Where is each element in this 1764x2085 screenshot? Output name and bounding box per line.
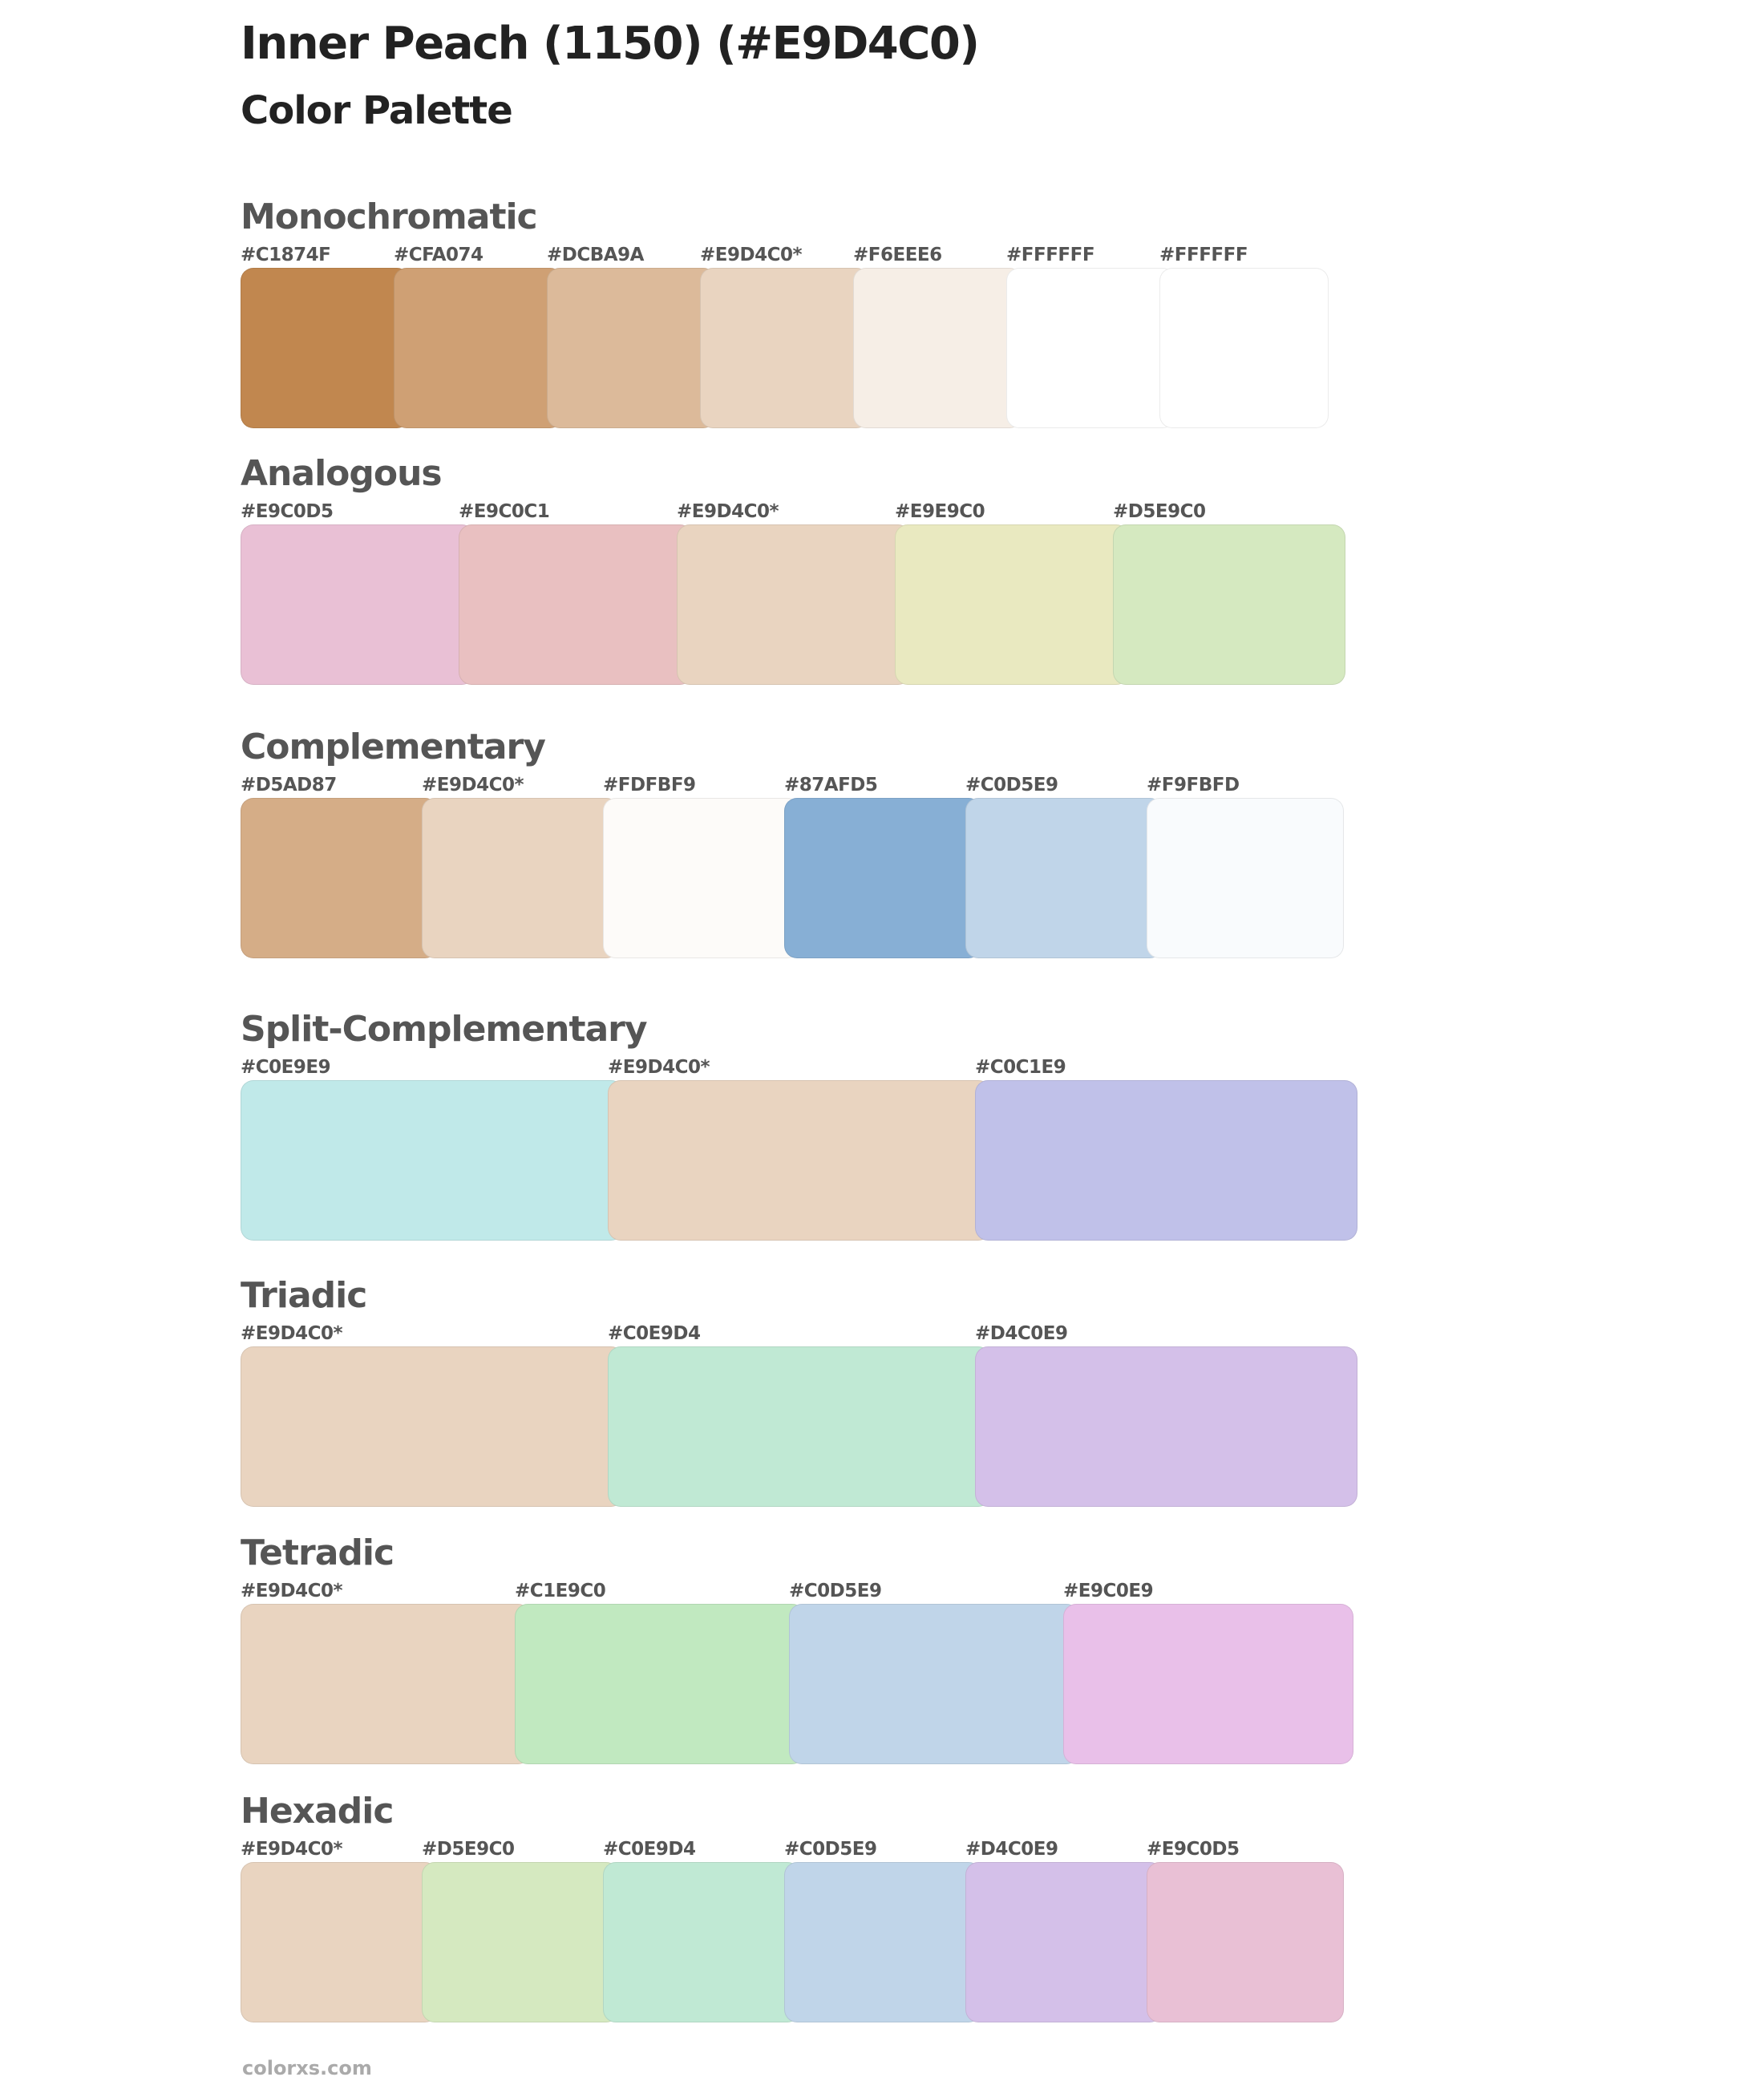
swatch-row: #D5AD87 #E9D4C0* #FDFBF9 #87AFD5 #C0D5E9 #F9F… xyxy=(241,768,1344,975)
swatch-color-block[interactable] xyxy=(975,1080,1357,1241)
swatch-row: #C0E9E9 #E9D4C0* #C0C1E9 xyxy=(241,1051,1357,1257)
swatch-color-block[interactable] xyxy=(241,1346,624,1507)
swatch-color-block[interactable] xyxy=(975,1346,1357,1507)
section-heading: Triadic xyxy=(241,1275,367,1316)
swatch-color-block[interactable] xyxy=(394,268,563,428)
swatch-color-block[interactable] xyxy=(1006,268,1175,428)
section-heading: Analogous xyxy=(241,453,443,494)
swatch-color-block[interactable] xyxy=(515,1604,805,1764)
swatch-hex-label[interactable]: #E9C0C1 xyxy=(459,501,550,522)
palette-section-tetradic: Tetradic #E9D4C0* #C1E9C0 #C0D5E9 #E9C0E9 xyxy=(241,1532,1353,1781)
swatch-color-block[interactable] xyxy=(1113,524,1345,685)
swatch-hex-label[interactable]: #E9C0E9 xyxy=(1063,1581,1154,1601)
swatch-color-block[interactable] xyxy=(1159,268,1329,428)
swatch-color-block[interactable] xyxy=(422,1862,619,2022)
swatch-color-block[interactable] xyxy=(784,798,981,958)
swatch-color-block[interactable] xyxy=(1063,1604,1353,1764)
swatch-color-block[interactable] xyxy=(241,1862,438,2022)
swatch-hex-label[interactable]: #D5AD87 xyxy=(241,775,337,796)
swatch-hex-label[interactable]: #E9D4C0* xyxy=(422,775,524,796)
palette-section-analogous: Analogous #E9C0D5 #E9C0C1 #E9D4C0* #E9E9C0 #D… xyxy=(241,453,1345,702)
swatch-hex-label[interactable]: #C0D5E9 xyxy=(789,1581,882,1601)
swatch-color-block[interactable] xyxy=(241,524,475,685)
swatch-hex-label[interactable]: #F9FBFD xyxy=(1147,775,1240,796)
swatch-color-block[interactable] xyxy=(700,268,869,428)
palette-section-split-complementary: Split-Complementary #C0E9E9 #E9D4C0* #C0C1E… xyxy=(241,1009,1357,1257)
swatch-color-block[interactable] xyxy=(241,268,410,428)
swatch-color-block[interactable] xyxy=(608,1080,991,1241)
swatch-color-block[interactable] xyxy=(965,798,1163,958)
palette-section-hexadic: Hexadic #E9D4C0* #D5E9C0 #C0E9D4 #C0D5E9 #D4C… xyxy=(241,1791,1344,2039)
swatch-hex-label[interactable]: #E9D4C0* xyxy=(241,1839,343,1860)
swatch-color-block[interactable] xyxy=(459,524,693,685)
swatch-color-block[interactable] xyxy=(603,798,800,958)
page-title: Inner Peach (1150) (#E9D4C0) xyxy=(241,18,980,70)
swatch-hex-label[interactable]: #87AFD5 xyxy=(784,775,878,796)
swatch-hex-label[interactable]: #E9D4C0* xyxy=(241,1323,343,1344)
site-credit[interactable]: colorxs.com xyxy=(242,2057,372,2079)
swatch-row: #C1874F #CFA074 #DCBA9A #E9D4C0* #F6EEE6 #FFF… xyxy=(241,238,1329,445)
swatch-row: #E9D4C0* #D5E9C0 #C0E9D4 #C0D5E9 #D4C0E9 #E9C… xyxy=(241,1832,1344,2039)
swatch-color-block[interactable] xyxy=(608,1346,991,1507)
swatch-hex-label[interactable]: #C0C1E9 xyxy=(975,1057,1066,1078)
palette-section-triadic: Triadic #E9D4C0* #C0E9D4 #D4C0E9 xyxy=(241,1275,1357,1524)
section-heading: Monochromatic xyxy=(241,196,538,237)
swatch-hex-label[interactable]: #F6EEE6 xyxy=(853,245,942,265)
page-subtitle: Color Palette xyxy=(241,88,513,133)
swatch-row: #E9C0D5 #E9C0C1 #E9D4C0* #E9E9C0 #D5E9C0 xyxy=(241,495,1345,702)
section-heading: Split-Complementary xyxy=(241,1009,648,1050)
swatch-color-block[interactable] xyxy=(241,1604,531,1764)
swatch-color-block[interactable] xyxy=(789,1604,1079,1764)
swatch-hex-label[interactable]: #D4C0E9 xyxy=(965,1839,1058,1860)
swatch-hex-label[interactable]: #E9D4C0* xyxy=(608,1057,710,1078)
swatch-hex-label[interactable]: #C0E9D4 xyxy=(608,1323,701,1344)
swatch-color-block[interactable] xyxy=(547,268,716,428)
swatch-hex-label[interactable]: #E9C0D5 xyxy=(1147,1839,1240,1860)
swatch-row: #E9D4C0* #C0E9D4 #D4C0E9 xyxy=(241,1317,1357,1524)
swatch-hex-label[interactable]: #FDFBF9 xyxy=(603,775,696,796)
swatch-hex-label[interactable]: #DCBA9A xyxy=(547,245,644,265)
swatch-color-block[interactable] xyxy=(677,524,911,685)
swatch-hex-label[interactable]: #FFFFFF xyxy=(1159,245,1248,265)
swatch-row: #E9D4C0* #C1E9C0 #C0D5E9 #E9C0E9 xyxy=(241,1574,1353,1781)
swatch-hex-label[interactable]: #E9E9C0 xyxy=(895,501,985,522)
swatch-color-block[interactable] xyxy=(895,524,1129,685)
swatch-color-block[interactable] xyxy=(1147,798,1344,958)
swatch-hex-label[interactable]: #E9C0D5 xyxy=(241,501,334,522)
palette-section-monochromatic: Monochromatic #C1874F #CFA074 #DCBA9A #E9D4C… xyxy=(241,196,1329,445)
swatch-hex-label[interactable]: #C0E9D4 xyxy=(603,1839,696,1860)
swatch-color-block[interactable] xyxy=(603,1862,800,2022)
swatch-hex-label[interactable]: #C1E9C0 xyxy=(515,1581,606,1601)
swatch-hex-label[interactable]: #C0D5E9 xyxy=(784,1839,877,1860)
swatch-hex-label[interactable]: #C1874F xyxy=(241,245,331,265)
swatch-color-block[interactable] xyxy=(784,1862,981,2022)
swatch-hex-label[interactable]: #E9D4C0* xyxy=(677,501,779,522)
swatch-hex-label[interactable]: #E9D4C0* xyxy=(241,1581,343,1601)
swatch-hex-label[interactable]: #C0E9E9 xyxy=(241,1057,331,1078)
swatch-color-block[interactable] xyxy=(422,798,619,958)
swatch-color-block[interactable] xyxy=(241,798,438,958)
swatch-hex-label[interactable]: #D5E9C0 xyxy=(422,1839,515,1860)
swatch-color-block[interactable] xyxy=(853,268,1022,428)
swatch-hex-label[interactable]: #C0D5E9 xyxy=(965,775,1058,796)
swatch-color-block[interactable] xyxy=(241,1080,624,1241)
section-heading: Tetradic xyxy=(241,1532,394,1573)
swatch-hex-label[interactable]: #FFFFFF xyxy=(1006,245,1095,265)
section-heading: Complementary xyxy=(241,727,546,767)
swatch-hex-label[interactable]: #CFA074 xyxy=(394,245,483,265)
palette-section-complementary: Complementary #D5AD87 #E9D4C0* #FDFBF9 #87AF… xyxy=(241,727,1344,975)
swatch-hex-label[interactable]: #D4C0E9 xyxy=(975,1323,1068,1344)
section-heading: Hexadic xyxy=(241,1791,394,1832)
swatch-color-block[interactable] xyxy=(1147,1862,1344,2022)
swatch-hex-label[interactable]: #D5E9C0 xyxy=(1113,501,1206,522)
swatch-hex-label[interactable]: #E9D4C0* xyxy=(700,245,803,265)
swatch-color-block[interactable] xyxy=(965,1862,1163,2022)
